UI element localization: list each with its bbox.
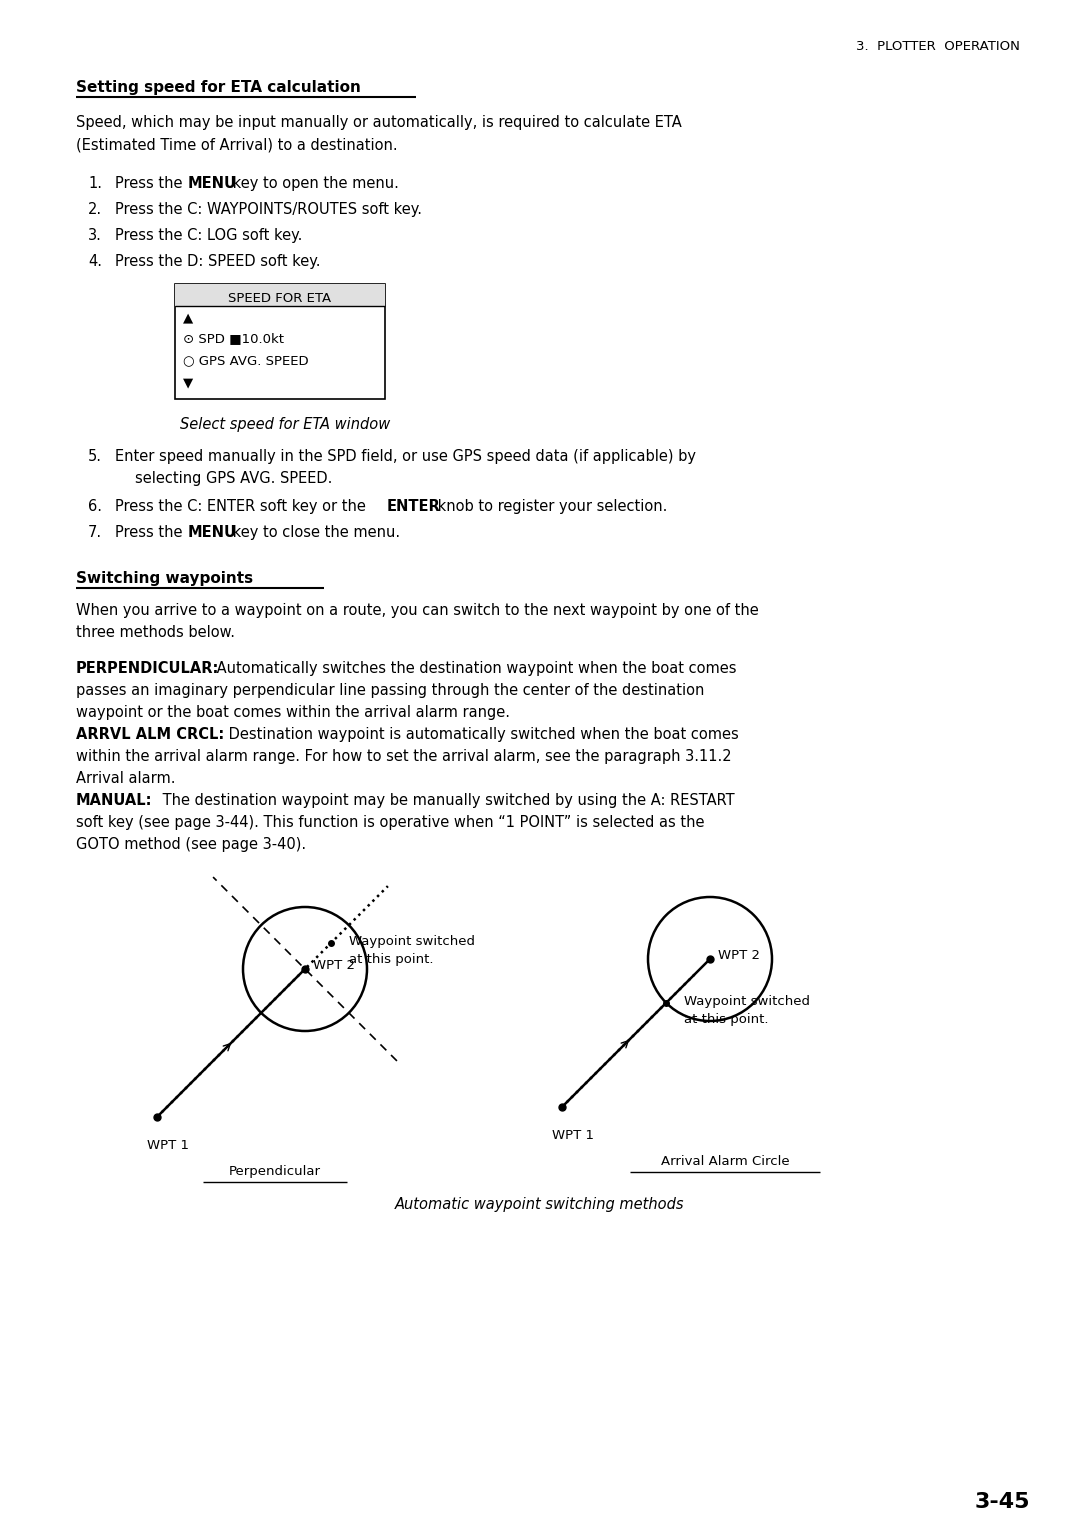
Text: Destination waypoint is automatically switched when the boat comes: Destination waypoint is automatically sw…: [224, 727, 739, 743]
Text: 3.  PLOTTER  OPERATION: 3. PLOTTER OPERATION: [856, 40, 1020, 53]
Text: ○ GPS AVG. SPEED: ○ GPS AVG. SPEED: [183, 354, 309, 367]
Text: Setting speed for ETA calculation: Setting speed for ETA calculation: [76, 79, 361, 95]
Text: MENU: MENU: [188, 176, 237, 191]
Text: key to open the menu.: key to open the menu.: [228, 176, 399, 191]
Text: 1.: 1.: [87, 176, 102, 191]
Text: Switching waypoints: Switching waypoints: [76, 571, 253, 587]
Text: MANUAL:: MANUAL:: [76, 793, 152, 808]
Text: Press the C: LOG soft key.: Press the C: LOG soft key.: [114, 228, 302, 243]
Text: Press the C: ENTER soft key or the: Press the C: ENTER soft key or the: [114, 500, 370, 513]
Text: MENU: MENU: [188, 526, 237, 539]
Text: selecting GPS AVG. SPEED.: selecting GPS AVG. SPEED.: [135, 471, 333, 486]
Text: 3-45: 3-45: [974, 1491, 1030, 1513]
Text: Automatically switches the destination waypoint when the boat comes: Automatically switches the destination w…: [212, 662, 737, 675]
Text: SPEED FOR ETA: SPEED FOR ETA: [229, 292, 332, 304]
Text: Waypoint switched: Waypoint switched: [349, 935, 475, 947]
Text: three methods below.: three methods below.: [76, 625, 235, 640]
Text: Select speed for ETA window: Select speed for ETA window: [180, 417, 390, 432]
Text: 6.: 6.: [87, 500, 102, 513]
Text: WPT 2: WPT 2: [718, 949, 760, 963]
Text: When you arrive to a waypoint on a route, you can switch to the next waypoint by: When you arrive to a waypoint on a route…: [76, 604, 759, 617]
Text: 2.: 2.: [87, 202, 103, 217]
Text: 7.: 7.: [87, 526, 103, 539]
Text: Press the: Press the: [114, 526, 187, 539]
Text: Enter speed manually in the SPD field, or use GPS speed data (if applicable) by: Enter speed manually in the SPD field, o…: [114, 449, 696, 465]
Text: GOTO method (see page 3-40).: GOTO method (see page 3-40).: [76, 837, 306, 853]
Text: WPT 1: WPT 1: [552, 1129, 594, 1141]
Text: ⊙ SPD ■10.0kt: ⊙ SPD ■10.0kt: [183, 332, 284, 345]
Text: WPT 2: WPT 2: [313, 960, 355, 972]
Text: Arrival alarm.: Arrival alarm.: [76, 772, 175, 785]
Text: Speed, which may be input manually or automatically, is required to calculate ET: Speed, which may be input manually or au…: [76, 115, 681, 130]
Text: soft key (see page 3-44). This function is operative when “1 POINT” is selected : soft key (see page 3-44). This function …: [76, 814, 704, 830]
Text: ▼: ▼: [183, 376, 193, 390]
Text: ENTER: ENTER: [387, 500, 441, 513]
Text: (Estimated Time of Arrival) to a destination.: (Estimated Time of Arrival) to a destina…: [76, 138, 397, 151]
Text: at this point.: at this point.: [684, 1013, 769, 1025]
Bar: [175, 284, 384, 306]
Text: WPT 1: WPT 1: [147, 1138, 189, 1152]
Text: waypoint or the boat comes within the arrival alarm range.: waypoint or the boat comes within the ar…: [76, 704, 510, 720]
Text: Press the: Press the: [114, 176, 187, 191]
Text: Automatic waypoint switching methods: Automatic waypoint switching methods: [395, 1196, 685, 1212]
Text: ARRVL ALM CRCL:: ARRVL ALM CRCL:: [76, 727, 225, 743]
Text: 3.: 3.: [87, 228, 102, 243]
Text: ▲: ▲: [183, 312, 193, 324]
Text: Arrival Alarm Circle: Arrival Alarm Circle: [661, 1155, 789, 1167]
Text: at this point.: at this point.: [349, 952, 434, 966]
Text: The destination waypoint may be manually switched by using the A: RESTART: The destination waypoint may be manually…: [158, 793, 734, 808]
Bar: [175, 284, 384, 399]
Text: 5.: 5.: [87, 449, 102, 465]
Text: knob to register your selection.: knob to register your selection.: [433, 500, 667, 513]
Text: PERPENDICULAR:: PERPENDICULAR:: [76, 662, 219, 675]
Text: key to close the menu.: key to close the menu.: [228, 526, 400, 539]
Text: within the arrival alarm range. For how to set the arrival alarm, see the paragr: within the arrival alarm range. For how …: [76, 749, 731, 764]
Text: Press the D: SPEED soft key.: Press the D: SPEED soft key.: [114, 254, 321, 269]
Text: Waypoint switched: Waypoint switched: [684, 995, 810, 1008]
Text: Press the C: WAYPOINTS/ROUTES soft key.: Press the C: WAYPOINTS/ROUTES soft key.: [114, 202, 422, 217]
Text: Perpendicular: Perpendicular: [229, 1164, 321, 1178]
Text: passes an imaginary perpendicular line passing through the center of the destina: passes an imaginary perpendicular line p…: [76, 683, 704, 698]
Text: 4.: 4.: [87, 254, 102, 269]
